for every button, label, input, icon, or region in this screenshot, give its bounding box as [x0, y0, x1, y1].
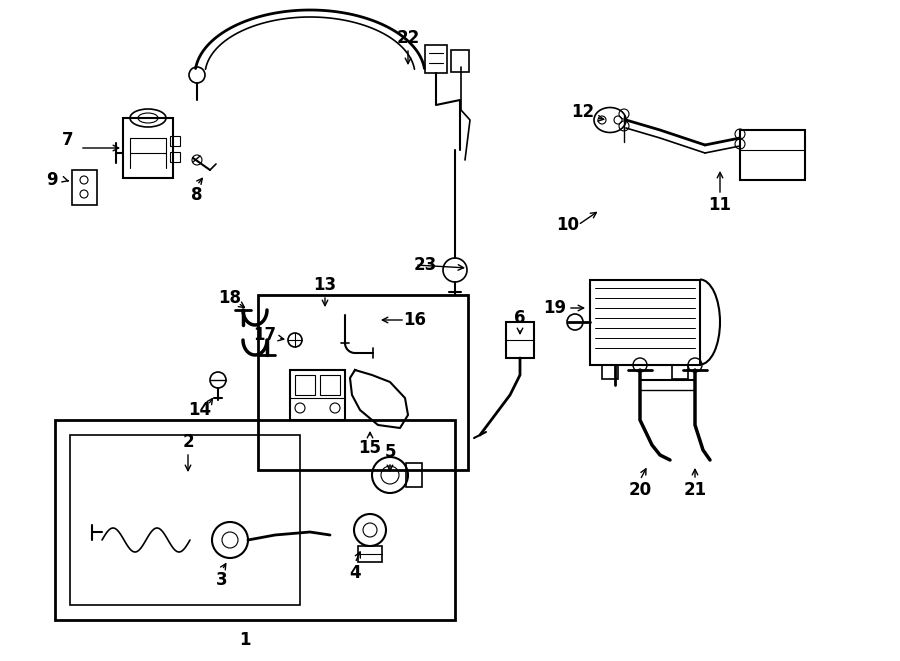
Bar: [406, 463, 422, 487]
Text: 7: 7: [62, 131, 74, 149]
Bar: [590, 280, 700, 365]
Text: 18: 18: [219, 289, 241, 307]
Bar: [170, 136, 180, 146]
Text: 6: 6: [514, 309, 526, 327]
Text: 14: 14: [188, 401, 212, 419]
Text: 11: 11: [708, 196, 732, 214]
Text: 1: 1: [239, 631, 251, 649]
Text: 20: 20: [628, 481, 652, 499]
Text: 2: 2: [182, 433, 194, 451]
Text: 17: 17: [254, 326, 276, 344]
Bar: [672, 365, 688, 379]
Text: 9: 9: [46, 171, 58, 189]
Bar: [123, 118, 173, 178]
Bar: [170, 152, 180, 162]
Text: 13: 13: [313, 276, 337, 294]
Bar: [55, 420, 455, 620]
Text: 22: 22: [396, 29, 419, 47]
Bar: [358, 546, 382, 562]
Text: 12: 12: [572, 103, 595, 121]
Text: 10: 10: [556, 216, 580, 234]
Bar: [425, 45, 447, 73]
Text: 21: 21: [683, 481, 706, 499]
Bar: [602, 365, 618, 379]
Bar: [320, 375, 340, 395]
Text: 4: 4: [349, 564, 361, 582]
Text: 15: 15: [358, 439, 382, 457]
Text: 5: 5: [384, 443, 396, 461]
Text: 3: 3: [216, 571, 228, 589]
Bar: [70, 435, 300, 605]
Bar: [295, 375, 315, 395]
Text: 19: 19: [544, 299, 567, 317]
Bar: [258, 295, 468, 470]
Bar: [740, 130, 805, 180]
Text: 23: 23: [413, 256, 436, 274]
Bar: [451, 50, 469, 72]
Bar: [290, 370, 345, 420]
Text: 8: 8: [191, 186, 202, 204]
Bar: [506, 322, 534, 358]
Text: 16: 16: [403, 311, 427, 329]
Bar: [72, 170, 97, 205]
